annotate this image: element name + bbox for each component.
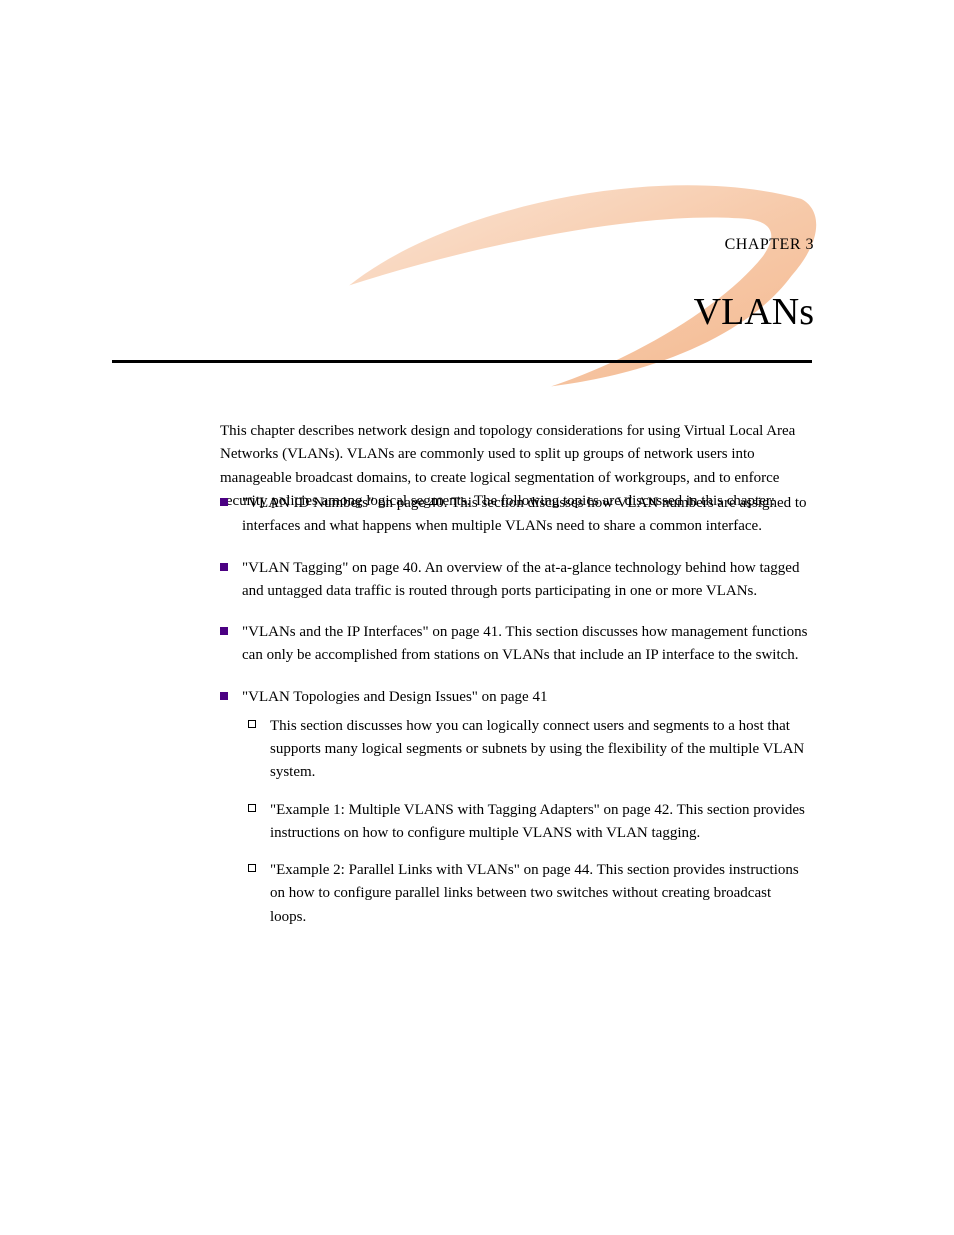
document-page: CHAPTER 3 VLANs This chapter describes n… [0, 0, 954, 1235]
toc-subitem: "Example 2: Parallel Links with VLANs" o… [248, 859, 810, 929]
bullet-icon [220, 692, 228, 700]
toc-item: "VLAN Tagging" on page 40. An overview o… [220, 557, 810, 604]
chapter-title: VLANs [694, 290, 814, 334]
toc-item-text: "VLAN ID Numbers" on page 40. This secti… [242, 492, 810, 539]
toc-item-text: "VLAN Tagging" on page 40. An overview o… [242, 557, 810, 604]
toc-item-title: "VLAN Tagging" on page 40. [242, 560, 422, 576]
toc-subitem-text: This section discusses how you can logic… [270, 715, 810, 785]
toc-item-title: "VLAN Topologies and Design Issues" on p… [242, 689, 547, 705]
toc-item-text: "VLANs and the IP Interfaces" on page 41… [242, 621, 810, 668]
toc-item: "VLAN Topologies and Design Issues" on p… [220, 686, 810, 929]
toc-item-title: "VLANs and the IP Interfaces" on page 41… [242, 624, 502, 640]
horizontal-rule [112, 360, 812, 363]
bullet-icon [220, 563, 228, 571]
toc-subitem: This section discusses how you can logic… [248, 715, 810, 785]
toc-item: "VLAN ID Numbers" on page 40. This secti… [220, 492, 810, 539]
toc-item: "VLANs and the IP Interfaces" on page 41… [220, 621, 810, 668]
open-bullet-icon [248, 720, 256, 728]
toc-subitem-text: "Example 2: Parallel Links with VLANs" o… [270, 859, 810, 929]
open-bullet-icon [248, 864, 256, 872]
toc-list: "VLAN ID Numbers" on page 40. This secti… [220, 492, 810, 929]
toc-item-title: "VLAN ID Numbers" on page 40. [242, 495, 448, 511]
toc-sublist: This section discusses how you can logic… [248, 715, 810, 929]
bullet-icon [220, 627, 228, 635]
toc-subitem: "Example 1: Multiple VLANS with Tagging … [248, 799, 810, 846]
toc-item-text: "VLAN Topologies and Design Issues" on p… [242, 686, 547, 709]
open-bullet-icon [248, 804, 256, 812]
bullet-icon [220, 498, 228, 506]
chapter-label: CHAPTER 3 [725, 236, 814, 254]
toc-subitem-text: "Example 1: Multiple VLANS with Tagging … [270, 799, 810, 846]
